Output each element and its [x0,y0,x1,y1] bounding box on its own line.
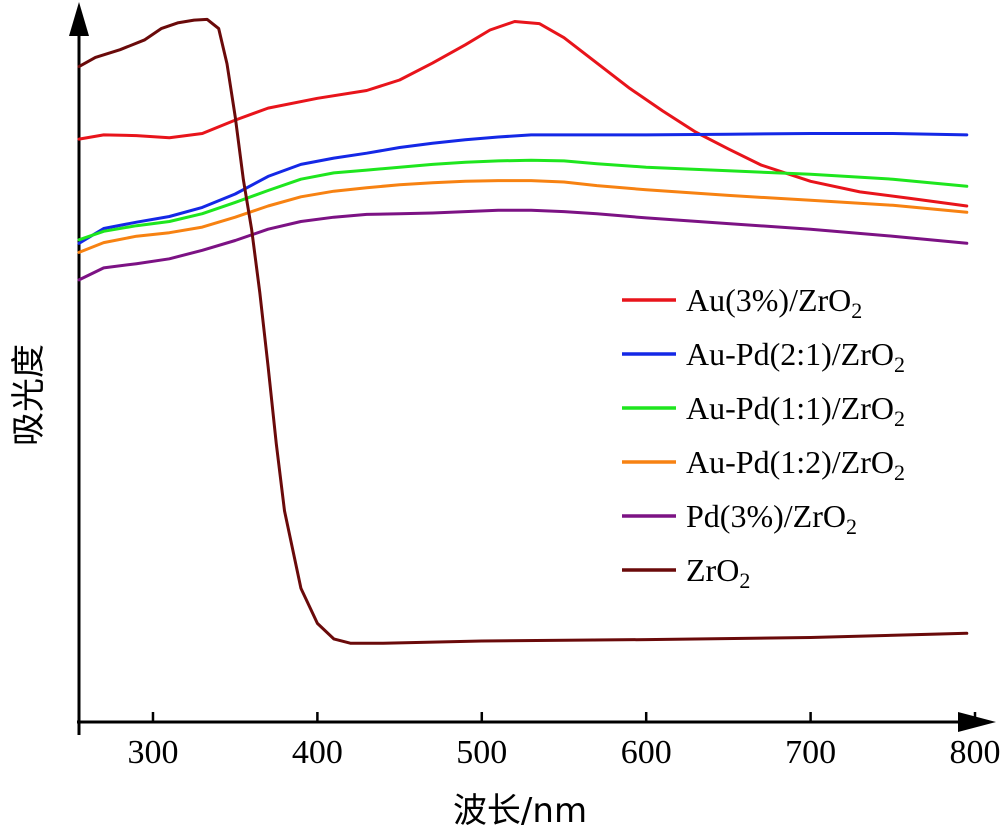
x-tick-label: 500 [456,734,507,771]
legend-label-2: Au-Pd(1:1)/ZrO2 [686,390,905,431]
legend-label-4: Pd(3%)/ZrO2 [686,498,857,539]
x-tick-label: 800 [950,734,1000,771]
series-line-5 [77,17,969,645]
x-axis-title: 波长/nm [453,791,587,831]
series-layer [77,17,969,645]
x-axis-arrow [958,712,996,732]
series-line-2 [77,158,969,242]
series-line-0 [77,20,969,208]
series-line-3 [77,179,969,254]
x-tick-label: 300 [127,734,178,771]
y-axis-title: 吸光度 [9,344,49,446]
legend-label-3: Au-Pd(1:2)/ZrO2 [686,444,905,485]
legend: Au(3%)/ZrO2 Au-Pd(2:1)/ZrO2 Au-Pd(1:1)/ZrO… [622,282,905,593]
x-tick-label: 700 [785,734,836,771]
axes: 300 400 500 600 700 800 [69,2,1000,771]
legend-label-0: Au(3%)/ZrO2 [686,282,862,323]
legend-label-5: ZrO2 [686,552,750,593]
x-tick-label: 600 [621,734,672,771]
x-tick-label: 400 [292,734,343,771]
legend-label-1: Au-Pd(2:1)/ZrO2 [686,336,905,377]
series-line-4 [77,208,969,282]
series-line-1 [77,132,969,245]
y-axis-arrow [69,2,89,36]
